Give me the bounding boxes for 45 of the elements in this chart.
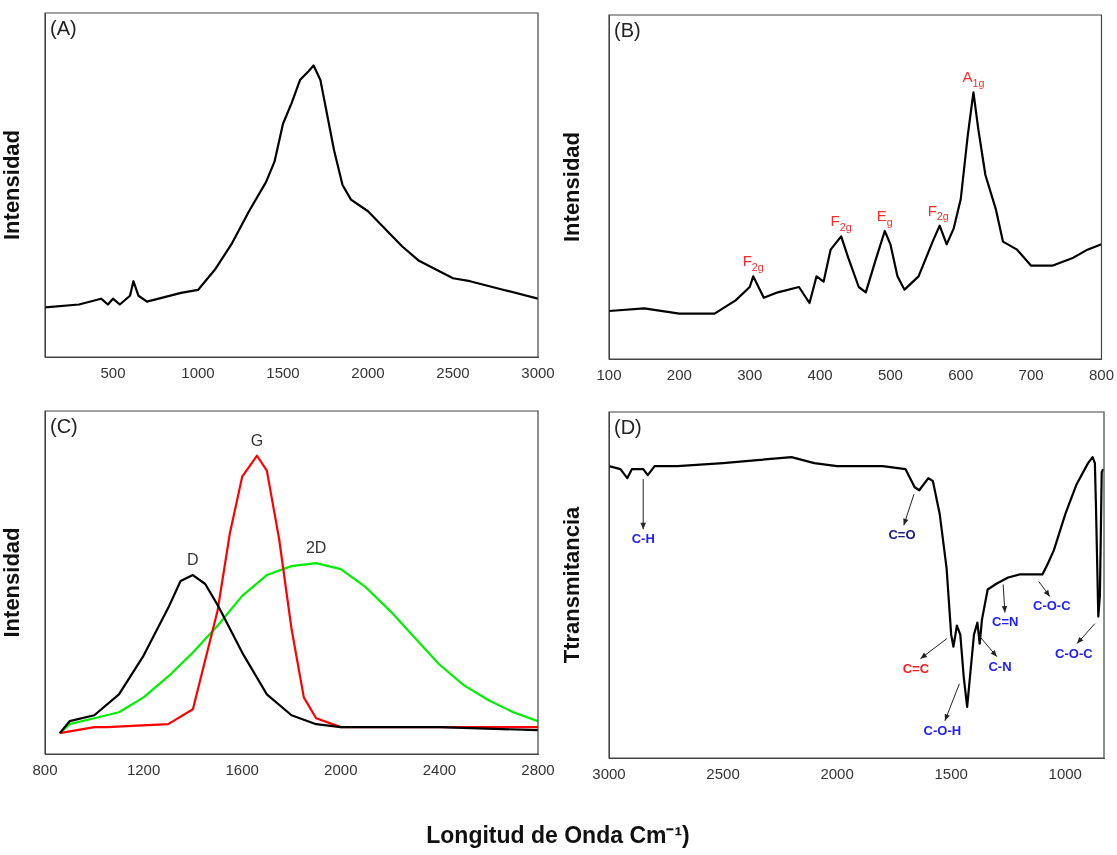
x-tick-label: 300 bbox=[737, 366, 763, 384]
x-tick-label: 500 bbox=[877, 366, 903, 384]
y-axis-title: Ttransmitancia bbox=[559, 505, 585, 664]
x-tick-label: 2000 bbox=[820, 765, 854, 783]
x-tick-label: 600 bbox=[948, 366, 974, 384]
x-axis-title: Longitud de Onda Cm⁻¹) bbox=[426, 821, 690, 850]
x-tick-label: 1200 bbox=[126, 761, 161, 779]
x-tick-label: 1600 bbox=[225, 761, 259, 779]
y-axis-title: Intensidad bbox=[0, 129, 25, 241]
x-tick-label: 500 bbox=[100, 364, 126, 382]
x-tick-label: 800 bbox=[1088, 366, 1114, 384]
y-axis-title: Intensidad bbox=[0, 527, 25, 638]
series-label: 2D bbox=[305, 539, 327, 557]
x-tick-label: 2000 bbox=[351, 364, 385, 382]
x-tick-label: 3000 bbox=[521, 364, 555, 382]
x-tick-label: 2400 bbox=[422, 761, 457, 779]
annotation: C=O bbox=[888, 527, 916, 543]
x-tick-label: 3000 bbox=[592, 765, 626, 783]
x-tick-label: 1000 bbox=[181, 364, 215, 382]
series-label: G bbox=[250, 431, 264, 449]
annotation: C-O-C bbox=[1032, 598, 1072, 614]
annotation: C=N bbox=[991, 614, 1019, 630]
x-tick-label: 400 bbox=[807, 366, 833, 384]
series-label: D bbox=[187, 551, 199, 569]
x-tick-label: 200 bbox=[666, 366, 692, 384]
annotation: C-N bbox=[988, 658, 1012, 674]
x-tick-label: 2500 bbox=[706, 765, 740, 783]
chart-title: (A) bbox=[50, 17, 77, 39]
x-tick-label: 2000 bbox=[324, 761, 358, 779]
x-tick-label: 1000 bbox=[1048, 765, 1082, 783]
x-tick-label: 100 bbox=[596, 366, 622, 384]
x-tick-label: 800 bbox=[32, 761, 58, 779]
x-tick-label: 1500 bbox=[934, 765, 968, 783]
chart-title: (C) bbox=[50, 415, 78, 437]
x-tick-label: 700 bbox=[1018, 366, 1044, 384]
annotation: C-H bbox=[631, 531, 655, 547]
x-tick-label: 2500 bbox=[436, 364, 470, 382]
annotation: C-O-C bbox=[1055, 645, 1094, 661]
annotation: C-O-H bbox=[923, 722, 962, 738]
annotation: C=C bbox=[902, 660, 930, 676]
y-axis-title: Intensidad bbox=[559, 131, 585, 243]
x-tick-label: 2800 bbox=[521, 761, 555, 779]
x-tick-label: 1500 bbox=[266, 364, 300, 382]
chart-title: (B) bbox=[614, 19, 641, 41]
chart-title: (D) bbox=[614, 416, 642, 438]
